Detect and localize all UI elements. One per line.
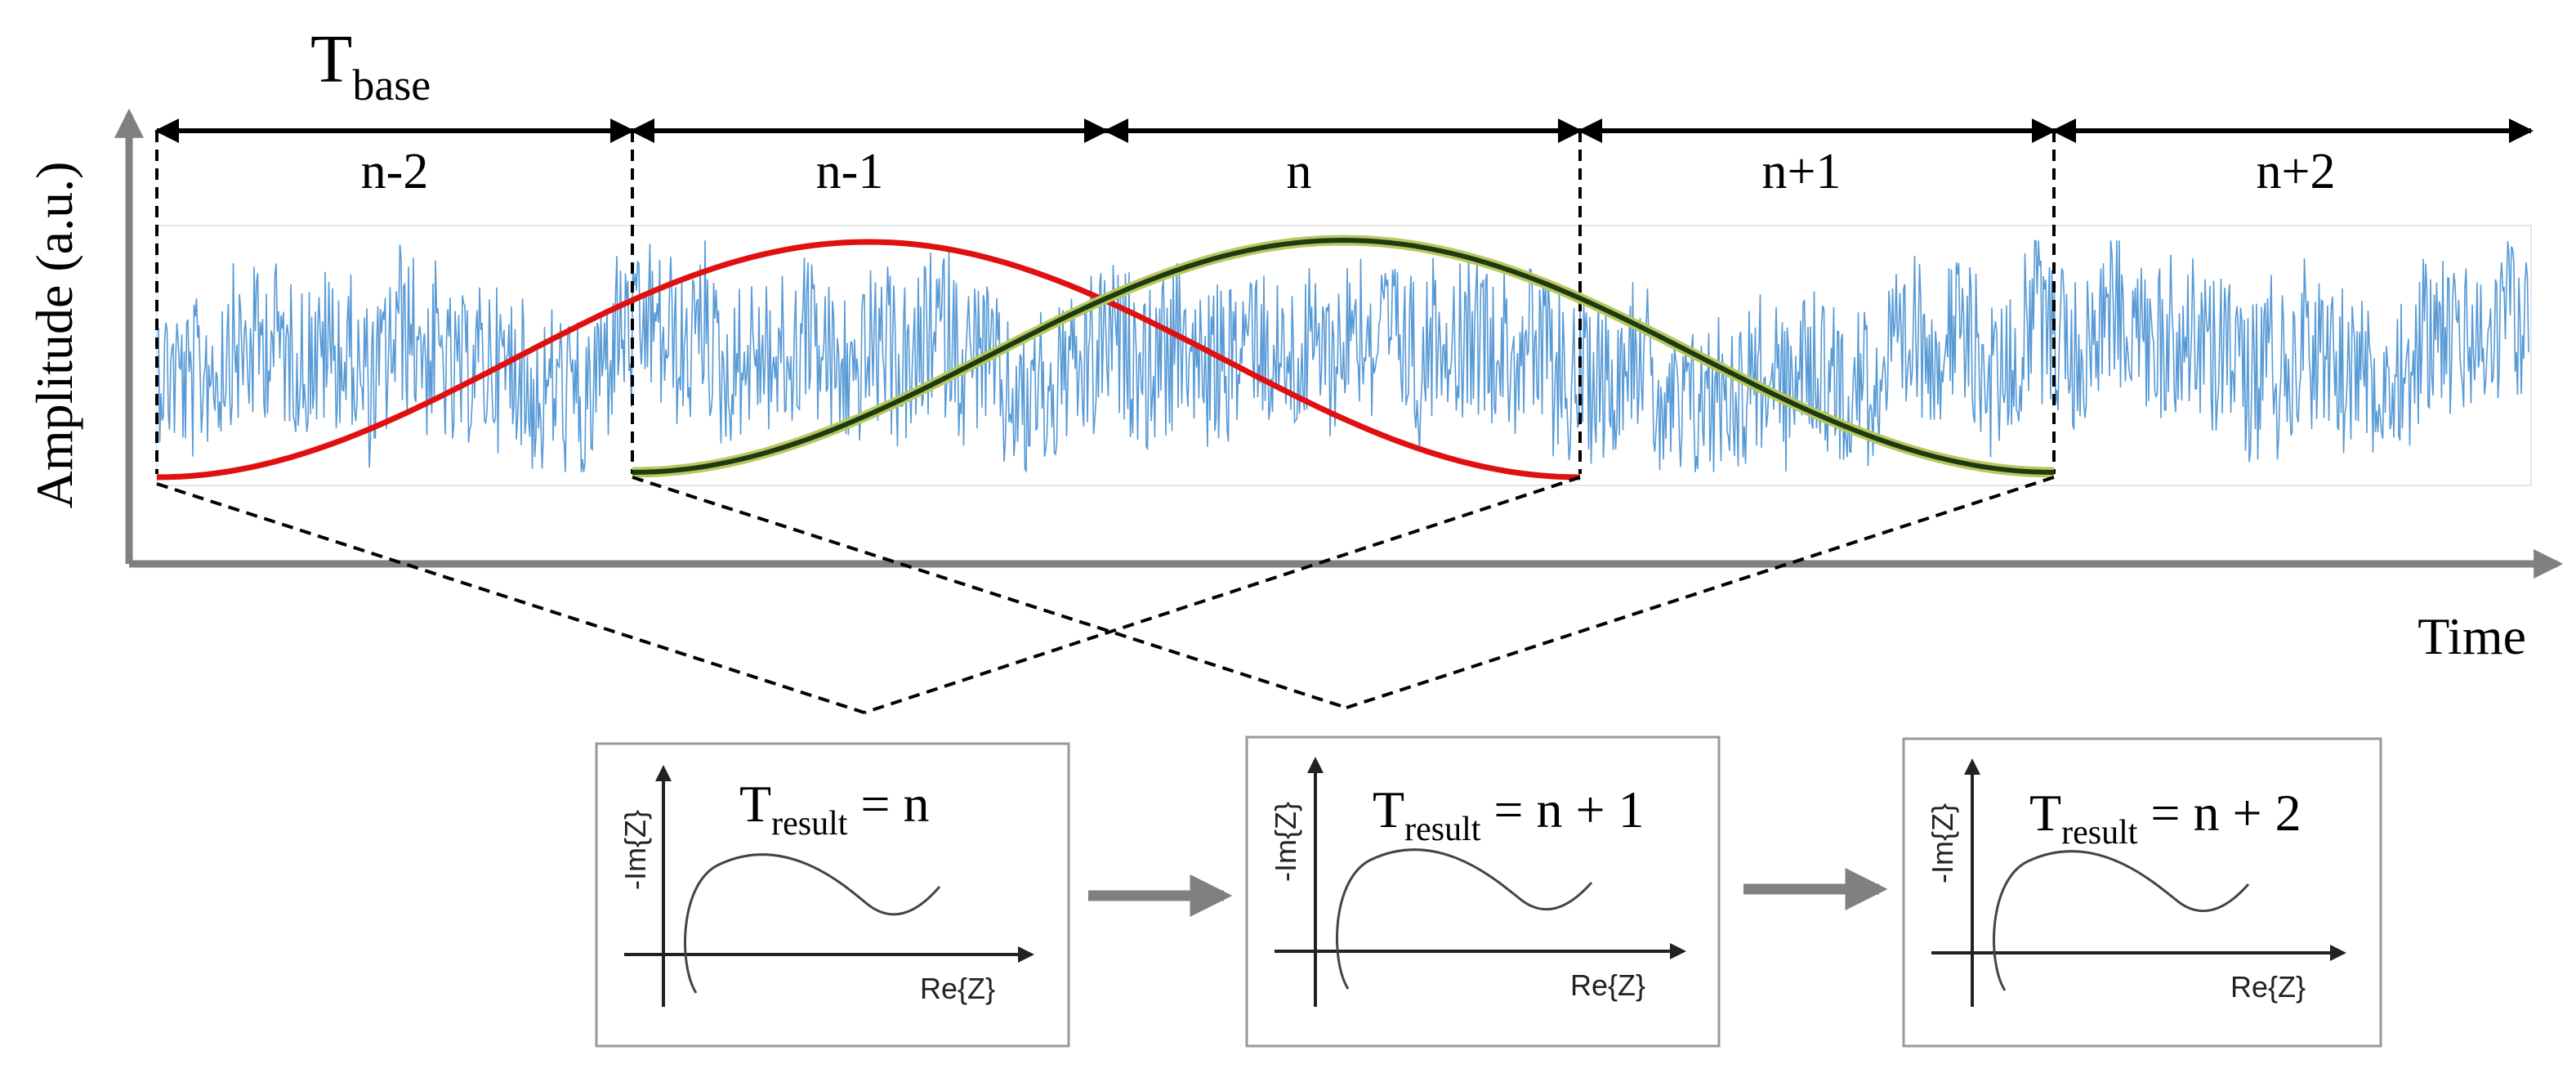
noise-signal xyxy=(158,239,2529,473)
panel-frame xyxy=(595,742,1070,1048)
y-axis-label: Amplitude (a.u.) xyxy=(25,162,83,509)
panel-frame xyxy=(1902,737,2382,1048)
panel-y-label: -Im{Z} xyxy=(618,810,652,890)
segment-label-n-minus-1: n-1 xyxy=(816,144,884,199)
nyquist-panel-3: -Im{Z} Re{Z} Tresult = n + 2 xyxy=(1902,737,2382,1048)
nyquist-curve xyxy=(1336,848,1593,990)
nyquist-panel-1: -Im{Z} Re{Z} Tresult = n xyxy=(595,742,1070,1048)
segment-label-n: n xyxy=(1287,144,1312,199)
map-line-2 xyxy=(864,476,1581,714)
panel-t-result: Tresult = n + 2 xyxy=(2029,784,2301,852)
nyquist-panel-2: -Im{Z} Re{Z} Tresult = n + 1 xyxy=(1245,735,1721,1048)
segment-label-n-plus-2: n+2 xyxy=(2257,144,2336,199)
map-line-4 xyxy=(1346,476,2055,709)
panel-y-label: -Im{Z} xyxy=(1926,803,1959,883)
segment-label-n-plus-1: n+1 xyxy=(1762,144,1842,199)
t-base-label: Tbase xyxy=(310,21,431,110)
segment-label-n-minus-2: n-2 xyxy=(361,144,429,199)
map-line-3 xyxy=(632,476,1347,709)
noise-trace xyxy=(158,239,2529,473)
panel-t-result: Tresult = n xyxy=(739,775,930,843)
nyquist-curve xyxy=(1993,850,2250,991)
nyquist-curve xyxy=(684,853,941,994)
panel-x-label: Re{Z} xyxy=(920,972,995,1005)
panel-frame xyxy=(1245,735,1721,1048)
panel-t-result: Tresult = n + 1 xyxy=(1373,780,1645,848)
window-red xyxy=(156,239,1581,481)
panel-x-label: Re{Z} xyxy=(1570,968,1645,1002)
map-line-1 xyxy=(156,482,865,714)
window-green xyxy=(632,237,2055,475)
panel-y-label: -Im{Z} xyxy=(1269,802,1302,882)
panel-x-label: Re{Z} xyxy=(2230,970,2306,1004)
mapping-lines xyxy=(156,476,2055,714)
x-axis-label: Time xyxy=(2418,607,2526,665)
